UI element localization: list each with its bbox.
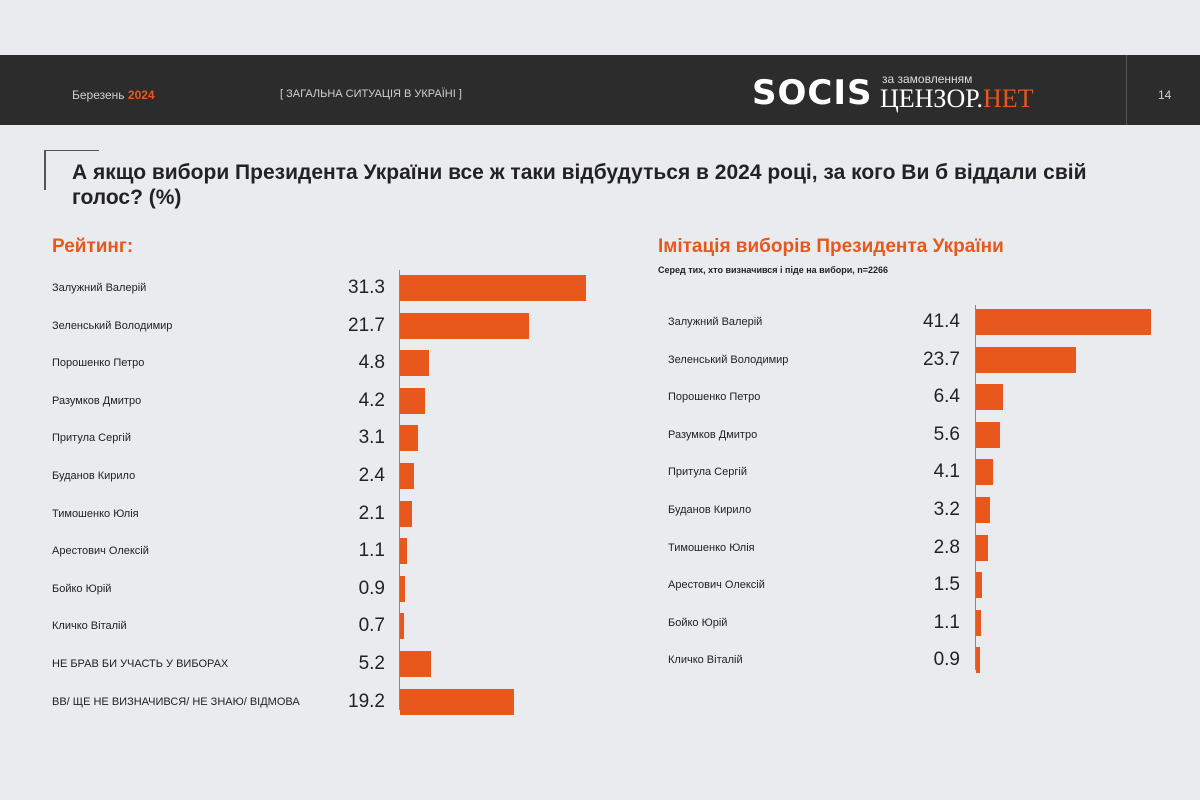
chart-left-title: Рейтинг: bbox=[52, 236, 134, 257]
category-label: Разумков Дмитро bbox=[668, 428, 758, 441]
category-label: Тимошенко Юлія bbox=[52, 507, 139, 520]
value-label: 0.9 bbox=[933, 649, 960, 671]
category-label: Бойко Юрій bbox=[668, 616, 728, 629]
value-label: 4.1 bbox=[933, 461, 960, 483]
report-date: Березень 2024 bbox=[72, 88, 155, 102]
bar bbox=[400, 538, 407, 565]
category-label: Арестович Олексій bbox=[668, 579, 765, 592]
category-label: Тимошенко Юлія bbox=[668, 541, 755, 554]
bar bbox=[400, 425, 419, 452]
value-label: 1.5 bbox=[933, 574, 960, 596]
question-title: А якщо вибори Президента України все ж т… bbox=[72, 161, 1087, 209]
bar bbox=[976, 497, 990, 523]
bar bbox=[976, 384, 1004, 411]
bar bbox=[976, 647, 980, 674]
bar bbox=[976, 572, 983, 599]
page-number: 14 bbox=[1158, 88, 1172, 102]
category-label: Притула Сергій bbox=[52, 432, 131, 445]
value-label: 1.1 bbox=[933, 611, 960, 633]
header-divider bbox=[1126, 55, 1127, 125]
value-label: 6.4 bbox=[933, 386, 960, 408]
category-label: Залужний Валерій bbox=[52, 282, 147, 294]
category-label: НЕ БРАВ БИ УЧАСТЬ У ВИБОРАХ bbox=[52, 658, 229, 670]
bar bbox=[400, 275, 586, 301]
value-label: 5.2 bbox=[358, 653, 385, 674]
section-title: [ ЗАГАЛЬНА СИТУАЦІЯ В УКРАЇНІ ] bbox=[280, 88, 462, 100]
value-label: 4.2 bbox=[358, 389, 385, 411]
value-label: 0.9 bbox=[358, 577, 385, 599]
category-label: Притула Сергій bbox=[668, 466, 747, 479]
category-label: Залужний Валерій bbox=[668, 316, 763, 328]
value-label: 2.1 bbox=[358, 502, 385, 524]
category-label: Зеленський Володимир bbox=[668, 353, 789, 366]
bar bbox=[400, 312, 529, 339]
question-accent-line bbox=[44, 150, 46, 190]
category-label: Бойко Юрій bbox=[52, 582, 112, 595]
bar bbox=[976, 609, 981, 636]
value-label: 41.4 bbox=[923, 311, 960, 332]
value-label: 3.1 bbox=[358, 427, 385, 449]
category-label: ВВ/ ЩЕ НЕ ВИЗНАЧИВСЯ/ НЕ ЗНАЮ/ ВІДМОВА bbox=[52, 695, 300, 708]
chart-right-title: Імітація виборів Президента України bbox=[658, 236, 1004, 257]
value-label: 19.2 bbox=[348, 690, 385, 712]
bar bbox=[976, 309, 1151, 335]
chart-axis bbox=[975, 305, 976, 670]
category-label: Зеленський Володимир bbox=[52, 319, 173, 332]
category-label: Порошенко Петро bbox=[668, 391, 761, 404]
value-label: 2.4 bbox=[358, 465, 385, 486]
value-label: 1.1 bbox=[358, 540, 385, 562]
value-label: 3.2 bbox=[933, 499, 960, 520]
value-label: 0.7 bbox=[358, 615, 385, 637]
bar bbox=[976, 459, 994, 486]
bar bbox=[400, 613, 405, 640]
bar bbox=[400, 387, 425, 414]
ordered-by-label: за замовленням bbox=[882, 72, 973, 86]
header-bar bbox=[0, 55, 1200, 125]
category-label: Буданов Кирило bbox=[668, 504, 752, 516]
bar bbox=[400, 463, 415, 489]
value-label: 2.8 bbox=[933, 536, 960, 558]
censor-net-logo: ЦЕНЗОР.НЕТ bbox=[880, 84, 1034, 113]
bar bbox=[400, 575, 406, 602]
bar bbox=[976, 534, 988, 561]
question-accent-tick bbox=[44, 150, 99, 151]
bar bbox=[400, 500, 413, 527]
value-label: 5.6 bbox=[933, 423, 960, 445]
category-label: Разумков Дмитро bbox=[52, 394, 142, 407]
bar bbox=[976, 421, 1000, 448]
chart-right-subtitle: Серед тих, хто визначився і піде на вибо… bbox=[658, 265, 889, 275]
category-label: Порошенко Петро bbox=[52, 357, 145, 370]
category-label: Арестович Олексій bbox=[52, 545, 149, 558]
value-label: 31.3 bbox=[348, 277, 385, 298]
category-label: Буданов Кирило bbox=[52, 470, 136, 482]
chart-axis bbox=[399, 270, 400, 710]
category-label: Кличко Віталій bbox=[668, 654, 743, 667]
bar bbox=[400, 688, 515, 715]
value-label: 21.7 bbox=[348, 314, 385, 336]
value-label: 23.7 bbox=[923, 348, 960, 370]
socis-logo: SOCIS bbox=[752, 73, 873, 113]
category-label: Кличко Віталій bbox=[52, 620, 127, 633]
bar bbox=[400, 350, 429, 377]
bar bbox=[400, 651, 431, 677]
value-label: 4.8 bbox=[358, 352, 385, 374]
bar bbox=[976, 346, 1077, 373]
